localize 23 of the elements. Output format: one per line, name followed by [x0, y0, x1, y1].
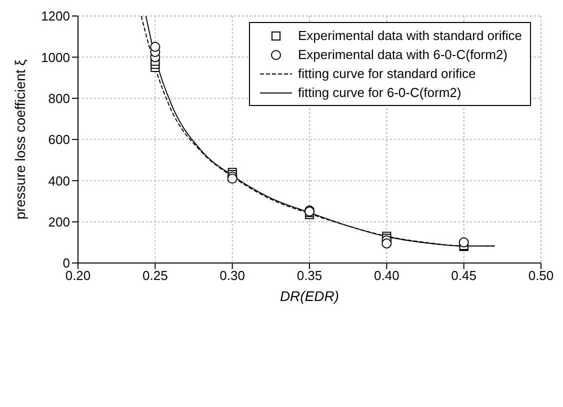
- legend-label: fitting curve for 6-0-C(form2): [298, 85, 462, 100]
- point: [150, 42, 160, 52]
- legend-label: fitting curve for standard orifice: [298, 66, 476, 81]
- point: [382, 238, 392, 248]
- x-tick-label: 0.20: [65, 268, 91, 284]
- y-tick-label: 0: [62, 256, 70, 271]
- x-axis-title: DR(EDR): [280, 288, 340, 304]
- y-tick-label: 1000: [41, 50, 70, 65]
- y-tick-label: 200: [48, 214, 70, 230]
- x-tick-label: 0.35: [296, 268, 322, 284]
- x-tick-label: 0.30: [220, 268, 245, 284]
- y-tick-label: 400: [48, 173, 70, 188]
- y-tick-label: 600: [48, 132, 70, 148]
- y-tick-label: 1200: [41, 8, 70, 24]
- x-tick-label: 0.50: [528, 268, 554, 284]
- point: [458, 237, 469, 248]
- legend-label: Experimental data with standard orifice: [298, 28, 522, 43]
- legend-label: Experimental data with 6-0-C(form2): [298, 47, 508, 62]
- y-tick-label: 800: [48, 90, 70, 106]
- x-tick-label: 0.40: [374, 268, 400, 284]
- y-axis-title: pressure loss coefficient ξ: [12, 59, 28, 220]
- x-tick-label: 0.45: [451, 268, 476, 284]
- x-tick-label: 0.25: [142, 268, 168, 284]
